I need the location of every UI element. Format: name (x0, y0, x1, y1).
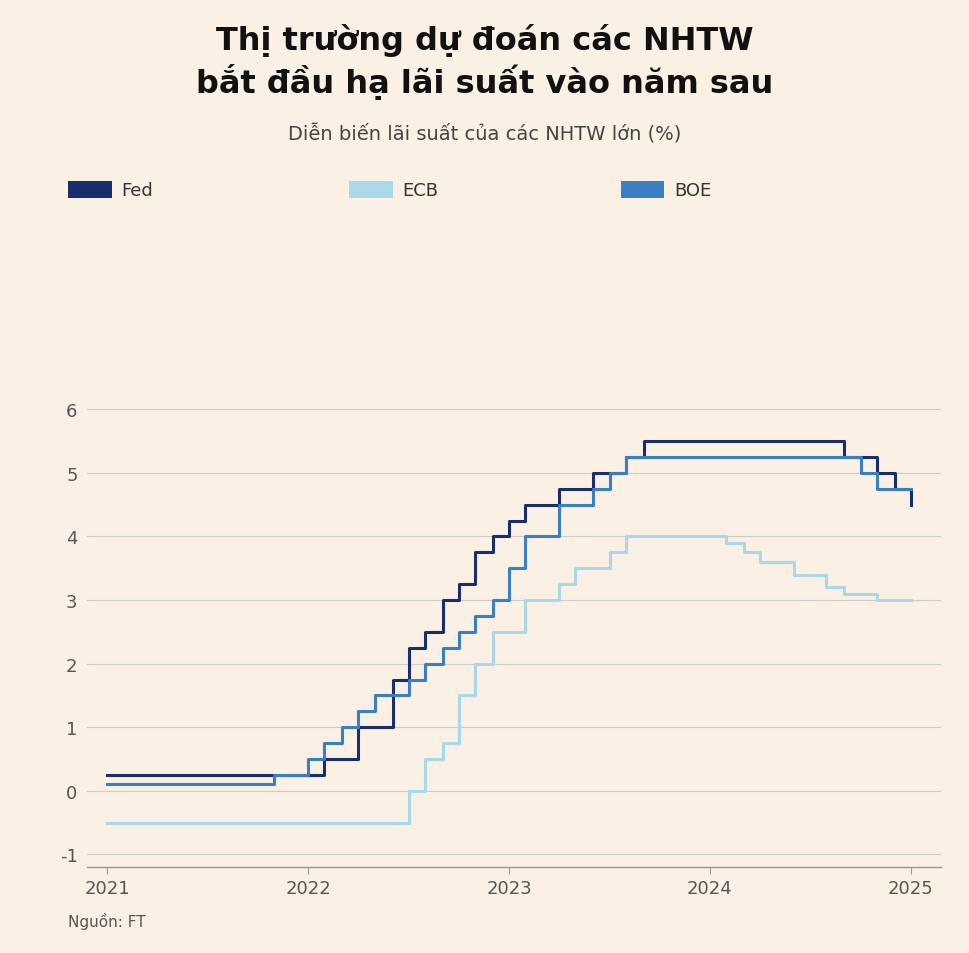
Text: Fed: Fed (121, 182, 153, 199)
Text: Diễn biến lãi suất của các NHTW lớn (%): Diễn biến lãi suất của các NHTW lớn (%) (288, 124, 681, 144)
Text: Thị trường dự đoán các NHTW
bắt đầu hạ lãi suất vào năm sau: Thị trường dự đoán các NHTW bắt đầu hạ l… (196, 24, 773, 100)
Text: BOE: BOE (673, 182, 710, 199)
Text: Nguồn: FT: Nguồn: FT (68, 912, 145, 929)
Text: ECB: ECB (402, 182, 438, 199)
